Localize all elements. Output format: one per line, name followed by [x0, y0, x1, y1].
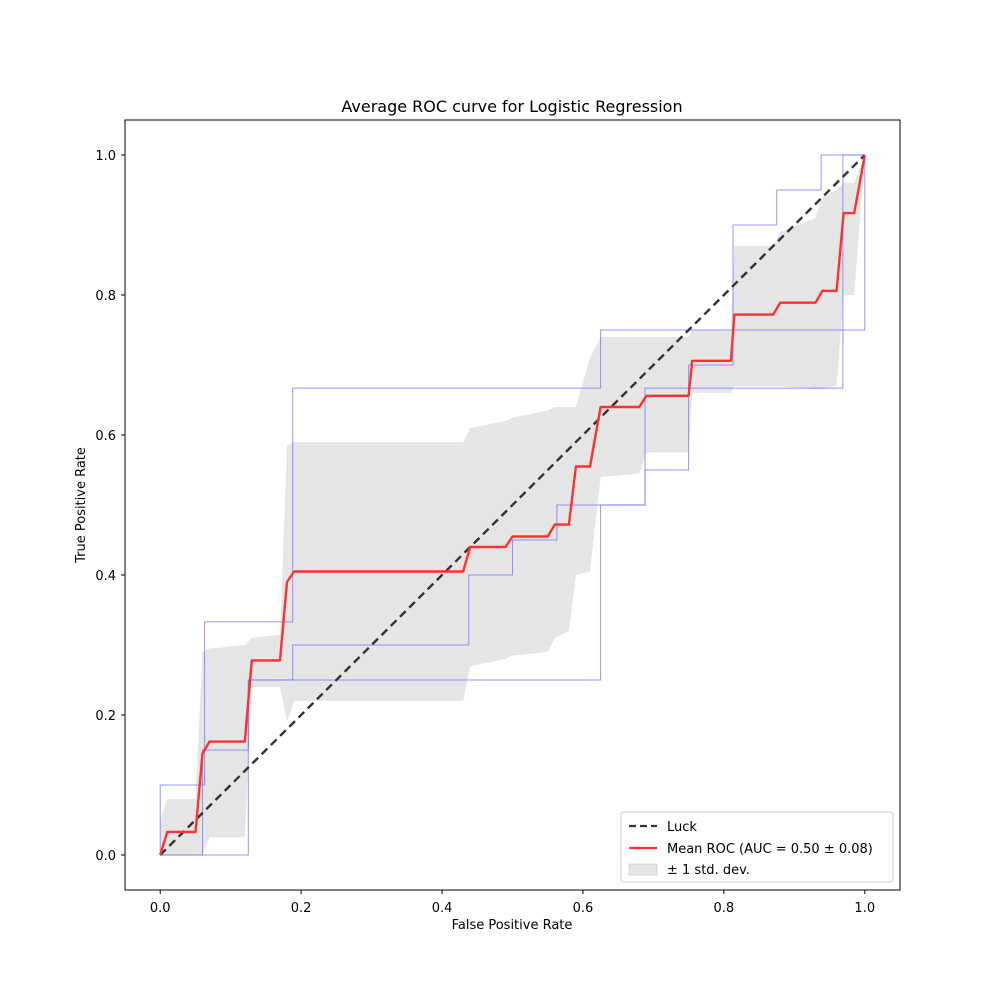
fold-curves-layer — [159, 154, 866, 856]
luck-line — [159, 154, 866, 856]
y-tick-label: 0.6 — [95, 429, 116, 444]
x-axis-label: False Positive Rate — [452, 918, 573, 933]
y-tick-label: 0.8 — [95, 289, 116, 304]
x-tick-label: 0.2 — [291, 901, 312, 916]
mean-roc-line — [159, 154, 866, 856]
y-tick-label: 1.0 — [95, 149, 116, 164]
mean-roc-layer — [159, 154, 866, 856]
x-tick-label: 0.0 — [150, 901, 171, 916]
x-tick-label: 0.8 — [714, 901, 735, 916]
legend-box — [620, 811, 894, 883]
y-tick-label: 0.0 — [95, 849, 116, 864]
x-tick-label: 0.6 — [573, 901, 594, 916]
x-tick-label: 1.0 — [854, 901, 875, 916]
plot-frame — [124, 119, 901, 891]
legend: Luck Mean ROC (AUC = 0.50 ± 0.08) ± 1 st… — [620, 811, 894, 883]
y-axis-label: True Positive Rate — [74, 447, 89, 564]
legend-luck-label: Luck — [667, 820, 697, 835]
luck-line-layer — [159, 154, 866, 856]
y-tick-label: 0.2 — [95, 709, 116, 724]
fold-roc-curve-2 — [159, 154, 865, 855]
chart-title: Average ROC curve for Logistic Regressio… — [341, 97, 682, 116]
fold-roc-curve-3 — [160, 155, 866, 856]
x-axis-ticks: 0.0 0.2 0.4 0.6 0.8 1.0 — [150, 890, 875, 916]
y-axis-ticks: 0.0 0.2 0.4 0.6 0.8 1.0 — [95, 149, 125, 864]
y-tick-label: 0.4 — [95, 569, 116, 584]
plot-area — [159, 154, 866, 856]
legend-band-swatch — [628, 863, 658, 876]
legend-mean-label: Mean ROC (AUC = 0.50 ± 0.08) — [667, 842, 873, 857]
x-tick-label: 0.4 — [432, 901, 453, 916]
legend-band-label: ± 1 std. dev. — [667, 863, 750, 878]
